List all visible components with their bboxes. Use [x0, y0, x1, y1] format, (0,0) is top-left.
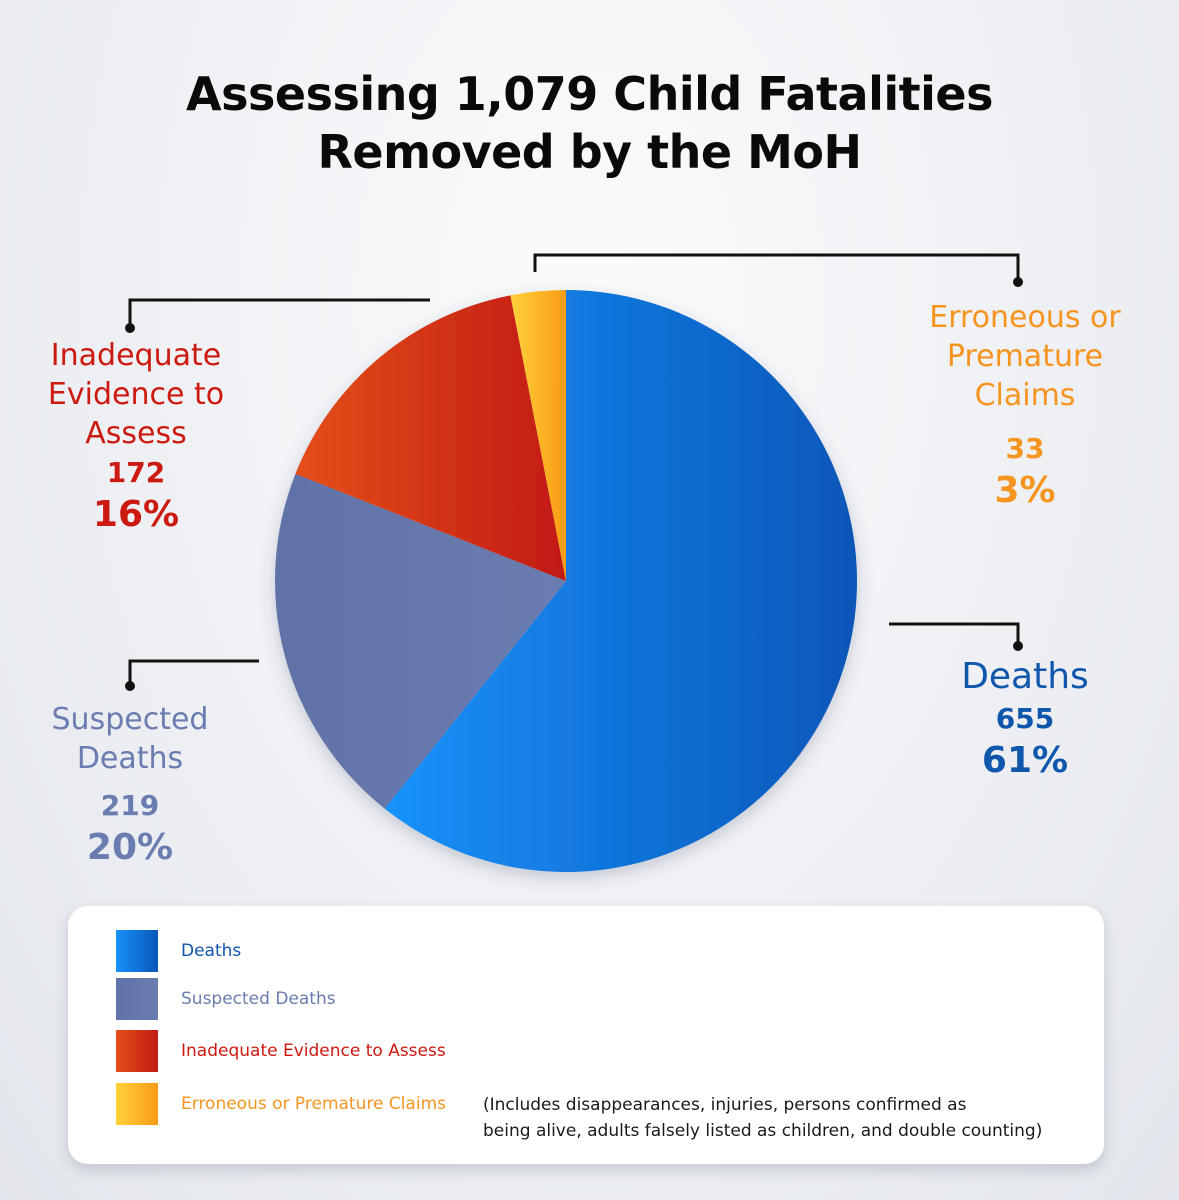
- callout-deaths: Deaths 655 61%: [925, 655, 1125, 783]
- callout-deaths-percent: 61%: [981, 740, 1069, 781]
- callout-erroneous-name-2: Premature: [946, 339, 1104, 374]
- callout-inadequate-name-1: Inadequate: [50, 338, 222, 373]
- pie-chart: [125, 253, 1023, 872]
- legend-swatch-deaths: [116, 930, 158, 972]
- callout-deaths-count: 655: [995, 702, 1055, 735]
- pie-slice-erroneous: [510, 290, 566, 581]
- leader-line-suspected: [128, 659, 259, 682]
- chart-title-line-1: Assessing 1,079 Child Fatalities: [186, 67, 993, 121]
- legend-swatch-erroneous: [116, 1083, 158, 1125]
- pie-slice-deaths: [384, 290, 857, 872]
- legend-swatch-inadequate: [116, 1030, 158, 1072]
- callout-inadequate: Inadequate Evidence to Assess 172 16%: [20, 336, 252, 537]
- legend-label-erroneous: Erroneous or Premature Claims: [181, 1094, 446, 1114]
- callout-erroneous-name-3: Claims: [974, 378, 1076, 413]
- callout-suspected: Suspected Deaths 219 20%: [20, 700, 240, 870]
- legend-label-deaths: Deaths: [181, 941, 242, 961]
- callout-erroneous-count: 33: [1005, 432, 1045, 465]
- callout-inadequate-name-3: Assess: [85, 416, 187, 451]
- callout-inadequate-percent: 16%: [92, 494, 180, 535]
- pie-slice-inadequate: [295, 295, 566, 581]
- callout-deaths-name: Deaths: [961, 656, 1089, 697]
- callout-suspected-name-2: Deaths: [76, 741, 184, 776]
- callout-erroneous-percent: 3%: [994, 470, 1056, 511]
- legend-box: Deaths Suspected Deaths Inadequate Evide…: [68, 906, 1104, 1164]
- callout-suspected-name-1: Suspected: [51, 702, 209, 737]
- legend-note-line-1: (Includes disappearances, injuries, pers…: [483, 1095, 967, 1115]
- callout-suspected-percent: 20%: [86, 827, 174, 868]
- callout-inadequate-count: 172: [106, 456, 166, 489]
- legend-label-suspected: Suspected Deaths: [181, 989, 336, 1009]
- leader-dot-deaths: [1013, 641, 1023, 651]
- leader-dot-inadequate: [125, 323, 135, 333]
- leader-dot-suspected: [125, 681, 135, 691]
- callout-erroneous: Erroneous or Premature Claims 33 3%: [905, 298, 1145, 513]
- callout-suspected-count: 219: [100, 789, 160, 822]
- chart-title-line-2: Removed by the MoH: [317, 125, 862, 179]
- leader-dot-erroneous: [1013, 277, 1023, 287]
- legend-note-line-2: being alive, adults falsely listed as ch…: [483, 1121, 1043, 1141]
- pie-slice-suspected: [274, 473, 566, 809]
- leader-line-deaths: [889, 622, 1020, 642]
- legend-swatch-suspected: [116, 978, 158, 1020]
- callout-inadequate-name-2: Evidence to: [47, 377, 225, 412]
- legend-label-inadequate: Inadequate Evidence to Assess: [181, 1041, 446, 1061]
- leader-line-inadequate: [128, 298, 430, 324]
- leader-line-erroneous: [533, 253, 1020, 278]
- callout-erroneous-name-1: Erroneous or: [929, 300, 1121, 335]
